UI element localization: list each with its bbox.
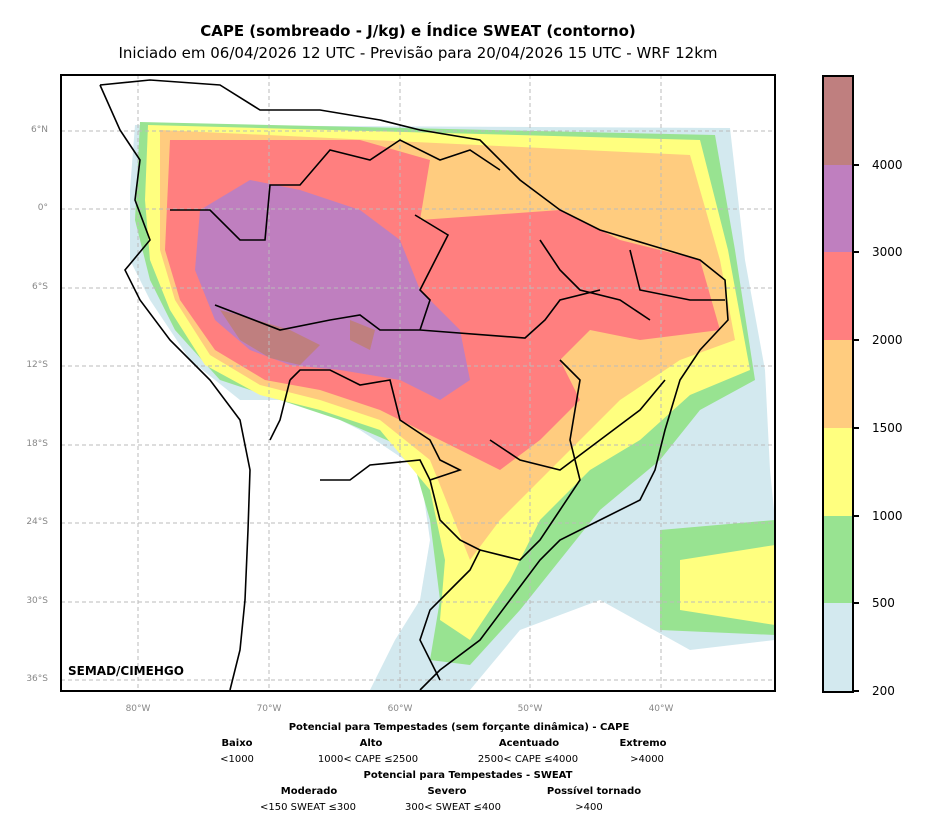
colorbar-tick-label: 2000: [872, 333, 903, 348]
credit-label: SEMAD/CIMEHGO: [68, 664, 184, 678]
cape-class-range: >4000: [630, 754, 664, 765]
lat-tick: 0°: [37, 203, 48, 213]
figure-subtitle: Iniciado em 06/04/2026 12 UTC - Previsão…: [118, 44, 718, 62]
colorbar-segment: [824, 252, 852, 341]
lat-tick: 30°S: [26, 596, 48, 606]
colorbar-segment: [824, 603, 852, 691]
sweat-class-name: Moderado: [280, 786, 338, 797]
colorbar-tick-mark: [852, 602, 859, 605]
sweat-class-range: >400: [575, 802, 603, 813]
sweat-legend-title: Potencial para Tempestades - SWEAT: [363, 770, 573, 781]
lat-tick: 6°N: [31, 125, 48, 135]
grid-lines: [61, 75, 775, 691]
colorbar-segment: [824, 340, 852, 428]
colorbar-tick-label: 200: [872, 684, 895, 698]
sweat-class-name: Severo: [427, 786, 467, 797]
colorbar-tick-mark: [852, 163, 859, 166]
colorbar-tick-label: 4000: [872, 157, 903, 172]
sweat-class-range: <150 SWEAT ≤300: [259, 802, 357, 813]
colorbar-tick-mark: [852, 514, 859, 517]
cape-class-range: <1000: [220, 754, 254, 765]
lon-tick: 70°W: [256, 704, 282, 714]
map-frame: [60, 74, 776, 692]
colorbar-tick-label: 1000: [872, 508, 903, 523]
cape-legend-title: Potencial para Tempestades (sem forçante…: [288, 722, 630, 733]
cape-class-name: Baixo: [221, 738, 253, 749]
colorbar-tick-label: 500: [872, 596, 895, 611]
cape-shading: [130, 122, 775, 690]
lon-tick: 50°W: [517, 704, 543, 714]
lat-tick: 18°S: [26, 439, 48, 449]
sweat-class-name: Possível tornado: [546, 786, 642, 797]
cape-class-name: Alto: [359, 738, 383, 749]
figure-title: CAPE (sombreado - J/kg) e Índice SWEAT (…: [200, 22, 636, 40]
sweat-class-range: 300< SWEAT ≤400: [404, 802, 502, 813]
cape-class-name: Acentuado: [498, 738, 560, 749]
lat-tick: 6°S: [32, 282, 48, 292]
lon-tick: 60°W: [387, 704, 413, 714]
lat-tick: 24°S: [26, 517, 48, 527]
lat-tick: 12°S: [26, 360, 48, 370]
cape-class-range: 1000< CAPE ≤2500: [317, 754, 419, 765]
colorbar: [822, 75, 854, 693]
colorbar-tick-mark: [852, 426, 859, 429]
colorbar-tick-mark: [852, 690, 859, 692]
colorbar-tick-mark: [852, 339, 859, 342]
lat-tick: 36°S: [26, 674, 48, 684]
colorbar-segment: [824, 77, 852, 165]
colorbar-segment: [824, 427, 852, 516]
colorbar-segment: [824, 164, 852, 253]
colorbar-tick-label: 1500: [872, 420, 903, 435]
cape-class-name: Extremo: [619, 738, 667, 749]
cape-class-range: 2500< CAPE ≤4000: [477, 754, 579, 765]
colorbar-tick-mark: [852, 251, 859, 254]
colorbar-segment: [824, 515, 852, 604]
cape-above-4000: [220, 310, 375, 365]
colorbar-tick-label: 3000: [872, 245, 903, 260]
country-borders: [99, 79, 729, 691]
lon-tick: 40°W: [648, 704, 674, 714]
lon-tick: 80°W: [125, 704, 151, 714]
